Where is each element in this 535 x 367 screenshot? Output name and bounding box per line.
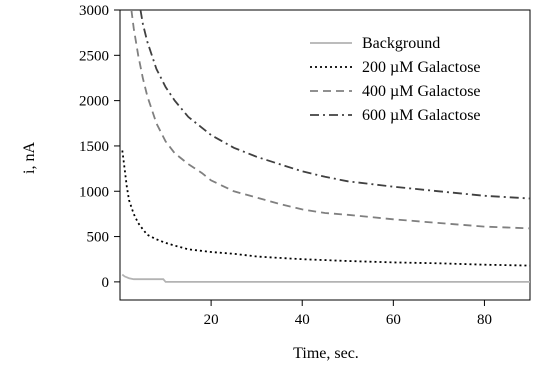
y-tick-label: 1000 — [79, 184, 109, 200]
y-tick-label: 3000 — [79, 3, 109, 19]
legend-label-3: 400 µM Galactose — [362, 83, 481, 100]
series-line-4 — [139, 10, 530, 200]
x-tick-label: 80 — [477, 312, 492, 328]
x-axis-label: Time, sec. — [293, 345, 359, 362]
series-line-1 — [121, 273, 530, 283]
y-tick-label: 2500 — [79, 48, 109, 64]
y-tick-label: 0 — [102, 275, 110, 291]
legend: Background 200 µM Galactose 400 µM Galacto… — [310, 35, 481, 124]
series-line-3 — [130, 10, 530, 230]
legend-label-1: Background — [362, 35, 440, 52]
y-tick-label: 500 — [87, 230, 110, 246]
axis-ticks: 0 500 1000 1500 2000 2500 3000 20 40 60 80 — [79, 3, 492, 328]
x-tick-label: 40 — [295, 312, 310, 328]
legend-label-4: 600 µM Galactose — [362, 107, 481, 124]
y-tick-label: 2000 — [79, 94, 109, 110]
legend-label-2: 200 µM Galactose — [362, 59, 481, 76]
series-line-2 — [121, 150, 530, 267]
y-tick-label: 1500 — [79, 139, 109, 155]
plot-frame — [119, 9, 531, 301]
series-layer — [121, 10, 530, 283]
x-tick-label: 20 — [204, 312, 219, 328]
x-tick-label: 60 — [386, 312, 401, 328]
y-axis-label: i, nA — [21, 142, 38, 174]
